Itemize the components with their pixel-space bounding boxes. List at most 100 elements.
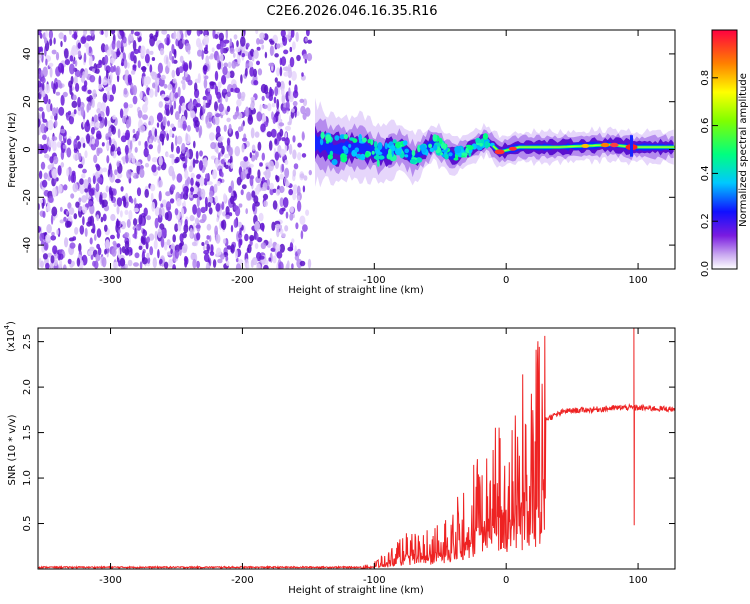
noise-blob xyxy=(292,41,296,50)
noise-blob xyxy=(195,103,202,108)
noise-blob xyxy=(282,36,288,46)
noise-blob xyxy=(194,159,199,164)
noise-blob xyxy=(293,163,299,170)
signal-cell xyxy=(354,147,360,153)
signal-cell xyxy=(375,149,381,155)
x-tick-label: 0 xyxy=(503,575,509,586)
noise-blob xyxy=(111,151,115,157)
noise-blob xyxy=(51,49,57,55)
noise-blob xyxy=(302,53,308,60)
noise-blob xyxy=(131,137,136,143)
noise-blob xyxy=(70,193,75,199)
noise-blob xyxy=(79,184,85,195)
noise-blob xyxy=(299,260,306,267)
noise-blob xyxy=(216,43,222,50)
noise-blob xyxy=(288,143,293,155)
noise-blob xyxy=(138,36,142,42)
noise-blob xyxy=(132,95,138,105)
noise-blob xyxy=(296,111,300,116)
noise-blob xyxy=(177,221,182,232)
noise-blob xyxy=(192,185,199,194)
noise-blob xyxy=(130,172,135,176)
noise-blob xyxy=(247,244,252,254)
noise-blob xyxy=(154,217,159,229)
noise-blob xyxy=(45,30,48,38)
noise-blob xyxy=(274,77,278,83)
noise-blob xyxy=(156,122,160,128)
noise-blob xyxy=(154,206,160,217)
signal-cell xyxy=(482,133,489,140)
noise-blob xyxy=(109,57,115,64)
noise-blob xyxy=(233,218,238,228)
noise-blob xyxy=(288,87,291,97)
noise-blob xyxy=(251,257,258,266)
noise-blob xyxy=(292,100,298,107)
signal-cell xyxy=(327,154,333,160)
noise-blob xyxy=(214,33,219,40)
snr-y-ticks: 0.5 1.0 1.5 2.0 2.5 xyxy=(22,334,675,531)
noise-blob xyxy=(186,124,191,132)
noise-blob xyxy=(126,62,130,69)
noise-blob xyxy=(129,140,133,151)
noise-blob xyxy=(111,39,116,50)
noise-blob xyxy=(116,172,123,179)
y-tick-label: 0 xyxy=(22,146,33,152)
noise-blob xyxy=(134,252,140,259)
noise-blob xyxy=(124,209,129,215)
noise-blob xyxy=(196,174,202,180)
noise-blob xyxy=(221,145,225,155)
noise-blob xyxy=(92,89,97,100)
noise-blob xyxy=(189,187,195,193)
noise-blob xyxy=(66,138,72,146)
noise-blob xyxy=(128,209,133,221)
noise-blob xyxy=(210,142,217,150)
noise-blob xyxy=(95,68,100,74)
noise-blob xyxy=(241,53,245,58)
noise-blob xyxy=(295,222,299,230)
noise-blob xyxy=(210,53,215,58)
noise-blob xyxy=(151,57,156,61)
noise-blob xyxy=(208,190,214,198)
noise-blob xyxy=(287,67,293,79)
noise-blob xyxy=(244,106,250,118)
noise-blob xyxy=(127,74,132,83)
noise-blob xyxy=(163,54,169,65)
noise-blob xyxy=(130,70,136,75)
noise-blob xyxy=(189,110,196,119)
noise-blob xyxy=(254,151,258,161)
noise-blob xyxy=(203,78,208,89)
noise-blob xyxy=(115,178,121,184)
noise-blob xyxy=(51,81,54,89)
noise-blob xyxy=(80,36,87,44)
noise-blob xyxy=(120,221,127,230)
signal-cell xyxy=(409,158,417,164)
signal-cell xyxy=(448,152,453,157)
noise-blob xyxy=(289,213,294,221)
noise-blob xyxy=(242,137,248,142)
noise-blob xyxy=(263,200,268,207)
noise-blob xyxy=(174,135,178,147)
noise-blob xyxy=(107,120,112,127)
colorbar-tick-label: 0.0 xyxy=(700,261,711,277)
noise-blob xyxy=(299,173,305,179)
noise-blob xyxy=(181,142,186,154)
spectrogram-noise xyxy=(38,30,313,269)
noise-blob xyxy=(104,224,108,232)
noise-blob xyxy=(138,203,143,209)
noise-blob xyxy=(300,105,306,115)
noise-blob xyxy=(269,40,275,45)
noise-blob xyxy=(43,172,48,180)
noise-blob xyxy=(288,80,292,86)
noise-blob xyxy=(183,62,189,72)
signal-cell xyxy=(348,143,352,148)
noise-blob xyxy=(161,199,167,205)
noise-blob xyxy=(216,247,222,256)
noise-blob xyxy=(105,86,111,92)
noise-blob xyxy=(205,173,210,180)
snr-x-label: Height of straight line (km) xyxy=(288,585,424,596)
noise-blob xyxy=(68,215,73,223)
noise-blob xyxy=(112,188,117,196)
noise-blob xyxy=(279,243,286,253)
signal-cell xyxy=(438,137,443,145)
noise-blob xyxy=(45,58,48,66)
